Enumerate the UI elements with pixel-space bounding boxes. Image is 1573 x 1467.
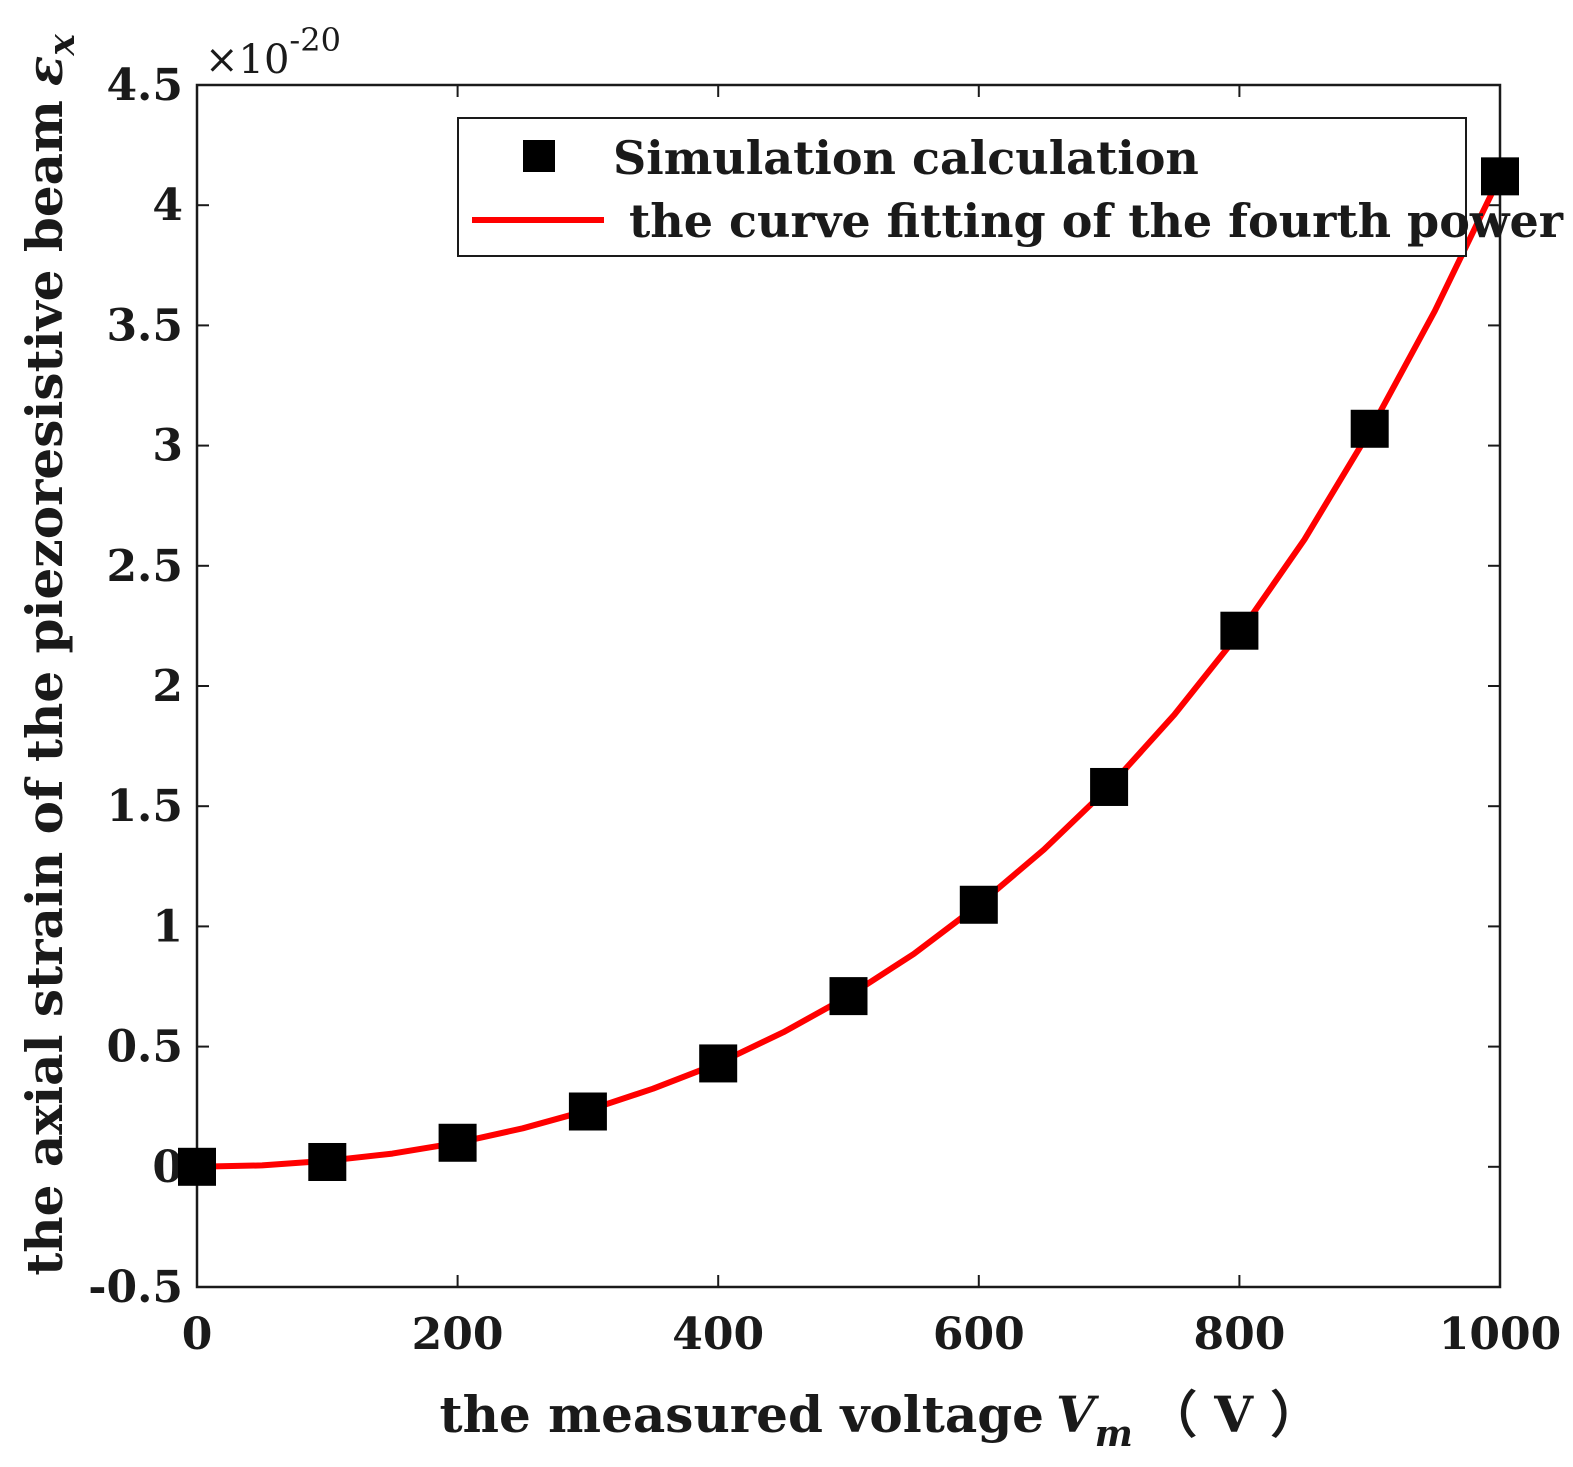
x-axis-label-text: the measured voltage: [440, 1385, 1044, 1444]
x-tick-label: 400: [672, 1309, 764, 1360]
legend-box: [457, 117, 1467, 257]
y-exponent-base: ×10: [205, 37, 289, 83]
simulation-point: [829, 977, 868, 1016]
x-axis-ticks: 0 200 400 600 800 1000: [182, 85, 1561, 1360]
simulation-point: [308, 1142, 347, 1181]
legend: Simulation calculation the curve fitting…: [457, 117, 1564, 257]
x-tick-label: 0: [182, 1309, 213, 1360]
plot-area-frame: [195, 83, 1502, 1289]
simulation-point: [438, 1123, 477, 1162]
y-tick-label: -0.5: [88, 1262, 183, 1313]
x-axis-label-subscript: m: [1095, 1413, 1133, 1455]
simulation-point: [178, 1147, 216, 1186]
y-tick-label: 3.5: [106, 300, 183, 351]
x-tick-label: 1000: [1439, 1309, 1561, 1360]
y-tick-label: 4.5: [106, 60, 183, 111]
x-tick-label: 800: [1193, 1309, 1285, 1360]
y-axis-label-subscript: x: [41, 34, 83, 57]
y-tick-label: 2.5: [106, 541, 183, 592]
fit-curve-layer: [194, 173, 1503, 1170]
y-tick-label: 0: [152, 1142, 183, 1193]
simulation-point: [1090, 767, 1129, 806]
y-tick-label: 2: [152, 661, 183, 712]
fit-curve-line: [194, 173, 1503, 1170]
y-tick-label: 0.5: [106, 1022, 183, 1073]
y-tick-label: 3: [152, 421, 183, 472]
y-exponent-label: ×10-20: [205, 21, 341, 83]
simulation-point: [699, 1044, 738, 1083]
x-tick-label: 200: [412, 1309, 504, 1360]
simulation-point: [1481, 157, 1519, 196]
y-axis-label-text: the axial strain of the piezoresistive b…: [15, 100, 74, 1276]
y-axis-label: the axial strain of the piezoresistive b…: [15, 34, 83, 1276]
simulation-point: [1220, 611, 1259, 650]
simulation-marker-layer: [178, 157, 1519, 1186]
simulation-point: [959, 885, 998, 924]
y-axis-ticks: -0.5 0 0.5 1 1.5 2 2.5 3 3.5 4 4.5: [88, 60, 1500, 1313]
x-axis-label-unit: （ V ）: [1147, 1385, 1321, 1444]
legend-marker-simulation: [523, 140, 555, 172]
y-tick-label: 1: [152, 901, 183, 952]
x-axis-label-symbol: V: [1056, 1385, 1100, 1444]
y-exponent-power: -20: [289, 21, 341, 59]
x-tick-label: 600: [933, 1309, 1025, 1360]
simulation-point: [1350, 409, 1389, 448]
y-tick-label: 1.5: [106, 781, 183, 832]
legend-label-fit: the curve fitting of the fourth power: [613, 194, 1564, 248]
simulation-point: [568, 1092, 607, 1131]
y-axis-label-symbol: ε: [15, 56, 74, 86]
y-tick-label: 4: [152, 180, 183, 231]
x-axis-label: the measured voltage Vm （ V ）: [440, 1385, 1321, 1455]
legend-label-simulation: Simulation calculation: [613, 131, 1199, 185]
